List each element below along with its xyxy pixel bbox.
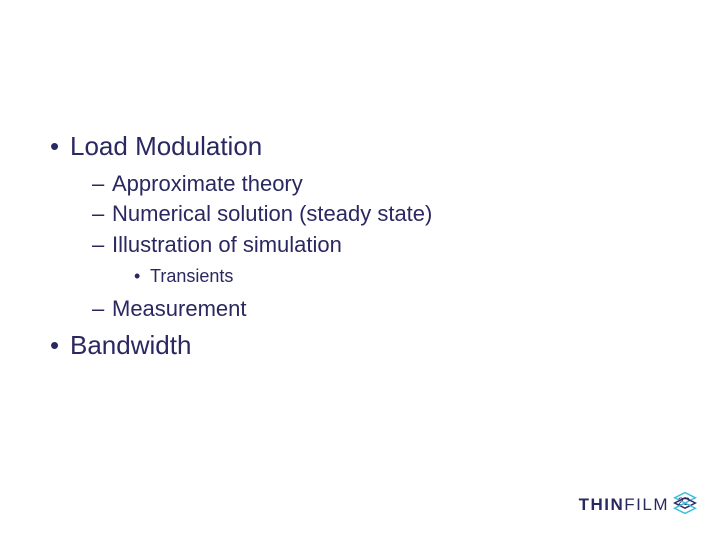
bullet-level1: Bandwidth (50, 329, 670, 363)
bullet-text: Transients (150, 266, 233, 286)
bullet-level2: Approximate theory (92, 170, 670, 199)
logo-text-thin: THIN (579, 495, 625, 515)
bullet-text: Approximate theory (112, 171, 303, 196)
bullet-text: Numerical solution (steady state) (112, 201, 432, 226)
logo-mark-icon (672, 490, 698, 516)
bullet-level2: Measurement (92, 295, 670, 324)
bullet-level3: Transients (134, 264, 670, 289)
bullet-text: Bandwidth (70, 330, 191, 360)
slide: Load Modulation Approximate theory Numer… (0, 0, 720, 540)
slide-body: Load Modulation Approximate theory Numer… (50, 130, 670, 369)
bullet-level1: Load Modulation (50, 130, 670, 164)
logo: THINFILM (579, 492, 698, 518)
bullet-text: Load Modulation (70, 131, 262, 161)
bullet-level2: Numerical solution (steady state) (92, 200, 670, 229)
bullet-level2: Illustration of simulation (92, 231, 670, 260)
bullet-text: Measurement (112, 296, 247, 321)
bullet-text: Illustration of simulation (112, 232, 342, 257)
logo-text-film: FILM (624, 495, 669, 515)
